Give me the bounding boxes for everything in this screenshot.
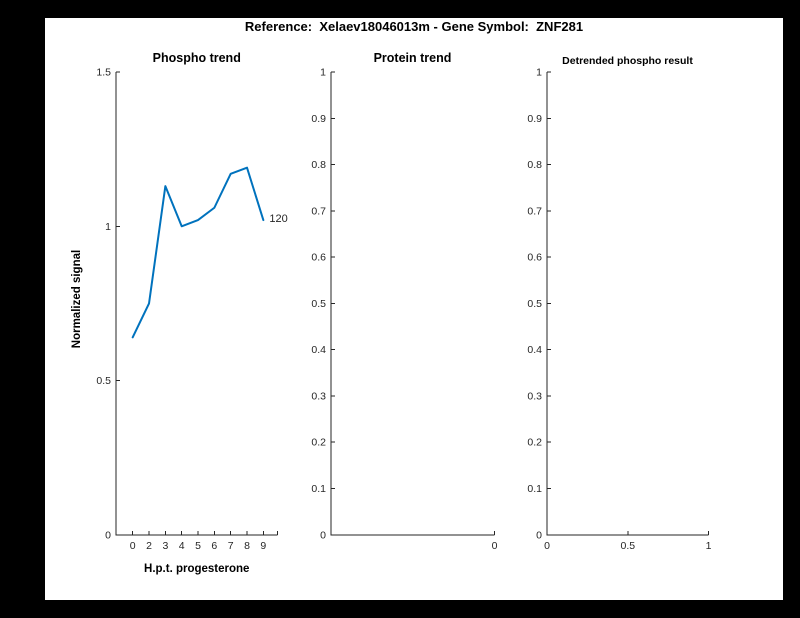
plot-area: 00.511.50 2 3 4 5 6 7 8 9 bbox=[96, 66, 278, 551]
plot2-title: Protein trend bbox=[373, 51, 452, 65]
x-tick-label: 5 bbox=[195, 539, 201, 551]
y-tick-label: 0 bbox=[536, 529, 542, 541]
y-tick-label: 0.8 bbox=[311, 159, 326, 171]
matlab-figure: Reference: Xelaev18046013m - Gene Symbol… bbox=[45, 18, 783, 600]
figure-title: Reference: Xelaev18046013m - Gene Symbol… bbox=[244, 19, 584, 34]
y-tick-label: 1 bbox=[105, 220, 111, 232]
y-tick-label: 0.5 bbox=[311, 298, 326, 310]
phospho-trend-line bbox=[131, 166, 265, 339]
y-tick-label: 1.5 bbox=[96, 66, 111, 78]
y-tick-label: 0.4 bbox=[527, 344, 542, 356]
x-tick-label: 0 bbox=[491, 539, 497, 551]
x-tick-label: 1 bbox=[705, 539, 711, 551]
y-tick-label: 1 bbox=[320, 66, 326, 78]
plot3-title: Detrended phospho result bbox=[562, 55, 693, 67]
x-tick-label: 0.5 bbox=[620, 539, 635, 551]
y-tick-label: 0.1 bbox=[311, 483, 326, 495]
phospho-trend-axes: 00.511.50 2 3 4 5 6 7 8 9 bbox=[96, 66, 278, 551]
y-tick-label: 0.7 bbox=[527, 205, 542, 217]
y-tick-label: 0.9 bbox=[527, 112, 542, 124]
y-tick-label: 0.7 bbox=[311, 205, 326, 217]
y-tick-label: 0.3 bbox=[311, 390, 326, 402]
plot1-ylabel: Normalized signal bbox=[71, 249, 83, 349]
x-tick-label: 6 bbox=[211, 539, 217, 551]
x-tick-label: 0 bbox=[130, 539, 136, 551]
plot1-title: Phospho trend bbox=[152, 51, 241, 65]
y-tick-label: 0.5 bbox=[527, 298, 542, 310]
plot-area: 0 0.1 0.2 0.3 0.4 0.5 0.6 0.7 0.8 0.9 1 0 bbox=[311, 66, 497, 551]
plot-area: 0 0.1 0.2 0.3 0.4 0.5 0.6 0.7 0.8 0.9 1 0 0.5 1 bbox=[527, 66, 711, 551]
y-tick-label: 0 bbox=[105, 529, 111, 541]
axis-spines bbox=[546, 71, 709, 535]
y-tick-label: 0 bbox=[320, 529, 326, 541]
y-tick-label: 0.2 bbox=[311, 436, 326, 448]
x-tick-label: 4 bbox=[179, 539, 185, 551]
axis-spines bbox=[115, 71, 278, 535]
y-tick-label: 0.2 bbox=[527, 436, 542, 448]
plot1-xlabel: H.p.t. progesterone bbox=[144, 563, 250, 575]
x-tick-label: 8 bbox=[244, 539, 250, 551]
line-end-label: 120 bbox=[269, 213, 288, 226]
axis-spines bbox=[330, 71, 495, 535]
x-tick-label: 0 bbox=[544, 539, 550, 551]
y-tick-label: 0.6 bbox=[527, 251, 542, 263]
protein-trend-axes: 0 0.1 0.2 0.3 0.4 0.5 0.6 0.7 0.8 0.9 1 0 bbox=[311, 66, 497, 551]
y-tick-label: 0.8 bbox=[527, 159, 542, 171]
x-tick-label: 2 bbox=[146, 539, 152, 551]
x-tick-label: 7 bbox=[228, 539, 234, 551]
y-tick-label: 1 bbox=[536, 66, 542, 78]
x-tick-label: 9 bbox=[260, 539, 266, 551]
y-tick-label: 0.3 bbox=[527, 390, 542, 402]
y-tick-label: 0.5 bbox=[96, 375, 111, 387]
y-tick-label: 0.4 bbox=[311, 344, 326, 356]
x-tick-label: 3 bbox=[162, 539, 168, 551]
y-tick-label: 0.9 bbox=[311, 112, 326, 124]
detrended-phospho-axes: 0 0.1 0.2 0.3 0.4 0.5 0.6 0.7 0.8 0.9 1 0 0.5 1 bbox=[527, 66, 711, 551]
y-tick-label: 0.6 bbox=[311, 251, 326, 263]
y-tick-label: 0.1 bbox=[527, 483, 542, 495]
